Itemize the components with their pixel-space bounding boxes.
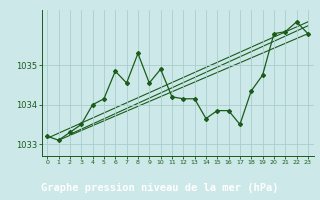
Text: Graphe pression niveau de la mer (hPa): Graphe pression niveau de la mer (hPa)	[41, 183, 279, 193]
